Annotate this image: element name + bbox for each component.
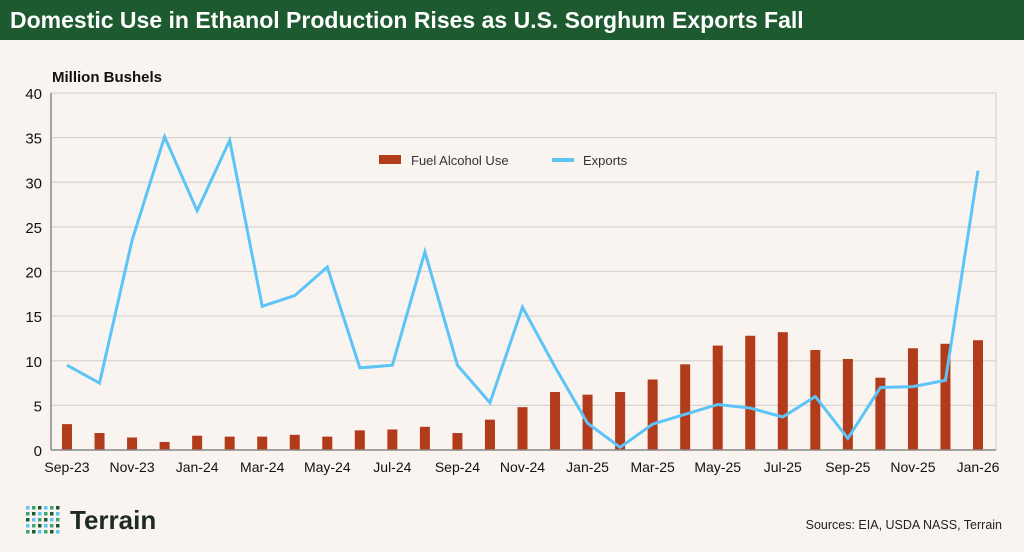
bar-Dec-24 xyxy=(550,391,561,450)
x-tick-label: Nov-25 xyxy=(890,459,935,475)
bar-Aug-24 xyxy=(419,426,430,450)
x-tick-label: Jul-25 xyxy=(764,459,802,475)
bar-Jan-26 xyxy=(973,340,983,450)
bar-Dec-23 xyxy=(159,441,170,450)
y-tick-label: 35 xyxy=(25,131,42,148)
bar-May-24 xyxy=(322,436,333,450)
bar-Apr-24 xyxy=(289,434,300,450)
bar-Jul-25 xyxy=(777,332,788,450)
legend-swatch-exports xyxy=(552,158,574,162)
y-tick-label: 10 xyxy=(25,354,42,371)
y-tick-label: 0 xyxy=(34,443,42,460)
chart-title: Domestic Use in Ethanol Production Rises… xyxy=(0,0,1024,40)
y-tick-label: 5 xyxy=(34,398,42,415)
bar-Jan-24 xyxy=(192,435,203,450)
logo-text: Terrain xyxy=(70,505,157,535)
bar-Dec-25 xyxy=(940,343,951,450)
x-tick-label: Sep-24 xyxy=(435,459,480,475)
x-tick-label: Jan-24 xyxy=(176,459,219,475)
y-tick-label: 20 xyxy=(25,265,42,282)
bar-Jul-24 xyxy=(387,429,398,450)
bar-Jun-24 xyxy=(354,430,365,450)
y-tick-label: 40 xyxy=(25,86,42,103)
bar-Oct-24 xyxy=(484,419,495,450)
bar-Sep-23 xyxy=(62,424,72,450)
bar-Nov-24 xyxy=(517,407,528,450)
legend-label-exports: Exports xyxy=(583,153,628,168)
x-tick-label: Jan-25 xyxy=(566,459,609,475)
bar-Nov-23 xyxy=(127,437,138,450)
x-tick-label: Sep-23 xyxy=(44,459,89,475)
x-tick-label: Nov-24 xyxy=(500,459,545,475)
bar-Jun-25 xyxy=(745,335,756,450)
exports-line xyxy=(66,132,980,450)
x-tick-label: Jan-26 xyxy=(957,459,1000,475)
bar-May-25 xyxy=(712,345,723,450)
bar-Oct-23 xyxy=(94,433,105,450)
bar-Feb-25 xyxy=(615,391,626,450)
terrain-logo: Terrain xyxy=(26,505,156,536)
bar-Sep-24 xyxy=(452,433,463,450)
x-tick-label: May-24 xyxy=(304,459,351,475)
x-tick-label: Nov-23 xyxy=(110,459,155,475)
bar-Oct-25 xyxy=(875,377,886,450)
y-tick-label: 30 xyxy=(25,175,42,192)
legend-swatch-fuel xyxy=(379,155,401,164)
y-axis-label: Million Bushels xyxy=(52,69,162,86)
legend-label-fuel: Fuel Alcohol Use xyxy=(411,153,509,168)
bar-Mar-25 xyxy=(647,379,658,450)
x-tick-label: Mar-24 xyxy=(240,459,285,475)
chart: 0 5 10 15 20 25 30 35 40 Million Bushels Sep-23 Nov… xyxy=(25,69,1000,475)
y-tick-label: 25 xyxy=(25,220,42,237)
x-tick-label: May-25 xyxy=(694,459,741,475)
x-tick-label: Sep-25 xyxy=(825,459,870,475)
x-tick-label: Jul-24 xyxy=(373,459,411,475)
sources-note: Sources: EIA, USDA NASS, Terrain xyxy=(805,518,1002,532)
bar-Feb-24 xyxy=(224,436,235,450)
bar-Nov-25 xyxy=(907,348,918,450)
bar-Mar-24 xyxy=(257,436,268,450)
bar-Apr-25 xyxy=(680,364,691,450)
x-tick-label: Mar-25 xyxy=(630,459,675,475)
logo-dots-icon xyxy=(26,505,60,533)
y-tick-label: 15 xyxy=(25,309,42,326)
bar-Aug-25 xyxy=(810,350,821,450)
bar-Sep-25 xyxy=(842,358,853,450)
